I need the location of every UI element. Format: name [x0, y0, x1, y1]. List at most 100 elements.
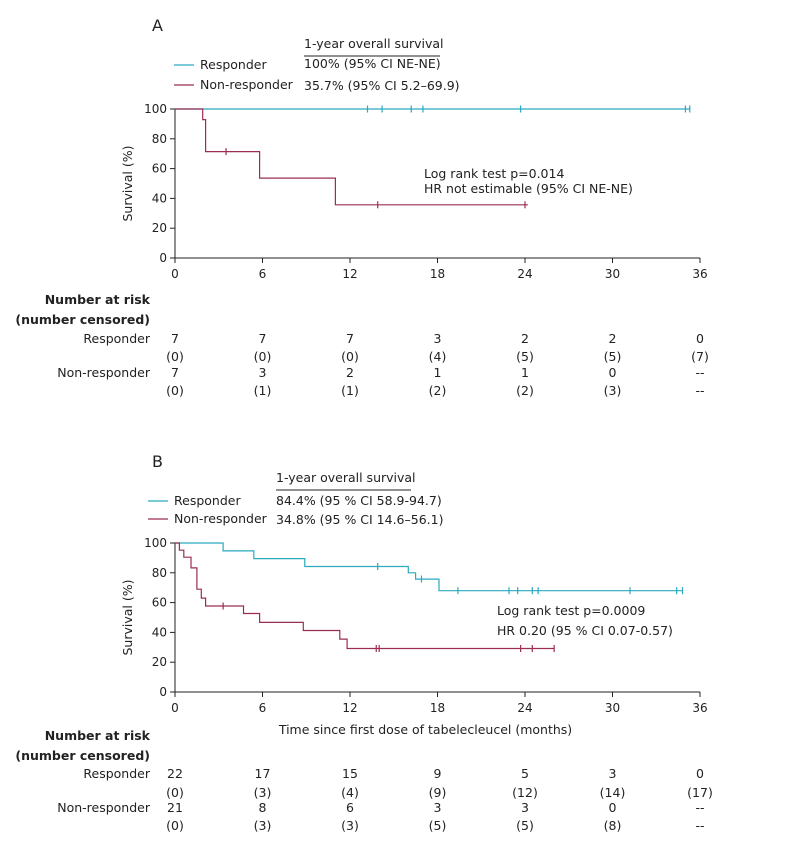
- risk-count: --: [695, 800, 704, 815]
- risk-table-subtitle: (number censored): [15, 748, 150, 763]
- y-tick-label: 0: [159, 685, 167, 699]
- censored-count: (0): [166, 785, 184, 800]
- x-tick-label: 24: [517, 267, 532, 281]
- risk-row-label: Non-responder: [57, 800, 151, 815]
- risk-table-title: Number at risk: [45, 292, 151, 307]
- risk-count: 3: [434, 331, 442, 346]
- censored-count: (0): [254, 349, 272, 364]
- panel-letter: B: [152, 452, 163, 471]
- censored-count: (5): [604, 349, 622, 364]
- legend-label: Responder: [200, 57, 267, 72]
- risk-count: 1: [434, 365, 442, 380]
- curve-responder: [175, 542, 683, 592]
- y-tick-label: 100: [144, 536, 167, 550]
- y-axis-label: Survival (%): [120, 579, 135, 655]
- curve-non-responder: [175, 108, 528, 206]
- risk-count: 2: [346, 365, 354, 380]
- censored-count: (5): [516, 818, 534, 833]
- x-tick-label: 6: [259, 267, 267, 281]
- risk-table-title: Number at risk: [45, 728, 151, 743]
- risk-count: 6: [346, 800, 354, 815]
- legend-label: Non-responder: [174, 511, 268, 526]
- risk-count: 7: [346, 331, 354, 346]
- risk-count: 0: [609, 800, 617, 815]
- estimate-header: 1-year overall survival: [304, 36, 444, 51]
- risk-row-label: Non-responder: [57, 365, 151, 380]
- risk-count: 5: [521, 766, 529, 781]
- censored-count: (3): [254, 785, 272, 800]
- risk-count: 0: [696, 766, 704, 781]
- panel-letter: A: [152, 16, 163, 35]
- survival-estimate: 34.8% (95 % CI 14.6–56.1): [276, 512, 443, 527]
- risk-count: 15: [342, 766, 358, 781]
- risk-row-label: Responder: [83, 766, 150, 781]
- censored-count: (3): [254, 818, 272, 833]
- legend-label: Non-responder: [200, 77, 294, 92]
- censored-count: (2): [516, 383, 534, 398]
- survival-estimate: 84.4% (95 % CI 58.9-94.7): [276, 493, 442, 508]
- censored-count: (14): [600, 785, 626, 800]
- censored-count: (12): [512, 785, 538, 800]
- risk-count: 7: [171, 331, 179, 346]
- risk-count: 3: [521, 800, 529, 815]
- y-tick-label: 60: [152, 162, 167, 176]
- risk-count: 3: [609, 766, 617, 781]
- annotation: Log rank test p=0.014: [424, 166, 564, 181]
- annotation: HR not estimable (95% CI NE-NE): [424, 181, 633, 196]
- y-axis-label: Survival (%): [120, 145, 135, 221]
- y-tick-label: 100: [144, 102, 167, 116]
- risk-count: 1: [521, 365, 529, 380]
- panel-b: B 1-year overall survival Responder 84.4% (…: [15, 452, 712, 833]
- censored-count: (0): [166, 383, 184, 398]
- estimate-header: 1-year overall survival: [276, 470, 416, 485]
- risk-count: 8: [259, 800, 267, 815]
- censored-count: (4): [429, 349, 447, 364]
- x-tick-label: 12: [342, 701, 357, 715]
- risk-count: 0: [696, 331, 704, 346]
- survival-estimate: 35.7% (95% CI 5.2–69.9): [304, 78, 460, 93]
- censored-count: (7): [691, 349, 709, 364]
- censored-count: (9): [429, 785, 447, 800]
- y-tick-label: 20: [152, 221, 167, 235]
- y-tick-label: 40: [152, 625, 167, 639]
- censored-count: (0): [341, 349, 359, 364]
- risk-count: 2: [521, 331, 529, 346]
- censored-count: (0): [166, 818, 184, 833]
- censored-count: --: [695, 383, 704, 398]
- x-tick-label: 0: [171, 701, 179, 715]
- x-tick-label: 30: [605, 701, 620, 715]
- censored-count: --: [695, 818, 704, 833]
- x-tick-label: 30: [605, 267, 620, 281]
- censored-count: (5): [429, 818, 447, 833]
- annotation: Log rank test p=0.0009: [497, 603, 645, 618]
- x-tick-label: 6: [259, 701, 267, 715]
- risk-count: 17: [255, 766, 271, 781]
- y-tick-label: 80: [152, 566, 167, 580]
- legend-label: Responder: [174, 493, 241, 508]
- risk-count: 21: [167, 800, 183, 815]
- panel-a: A 1-year overall survival Responder 100% (9…: [15, 16, 708, 398]
- risk-count: 9: [434, 766, 442, 781]
- x-tick-label: 24: [517, 701, 532, 715]
- censored-count: (1): [254, 383, 272, 398]
- survival-estimate: 100% (95% CI NE-NE): [304, 56, 441, 71]
- curve-non-responder: [175, 542, 555, 650]
- censored-count: (3): [604, 383, 622, 398]
- risk-count: 7: [259, 331, 267, 346]
- risk-row-label: Responder: [83, 331, 150, 346]
- y-tick-label: 80: [152, 132, 167, 146]
- censored-count: (4): [341, 785, 359, 800]
- x-tick-label: 36: [692, 267, 707, 281]
- risk-count: 0: [609, 365, 617, 380]
- x-tick-label: 12: [342, 267, 357, 281]
- censored-count: (5): [516, 349, 534, 364]
- risk-count: 3: [434, 800, 442, 815]
- risk-count: --: [695, 365, 704, 380]
- annotation: HR 0.20 (95 % CI 0.07-0.57): [497, 623, 673, 638]
- y-tick-label: 60: [152, 596, 167, 610]
- censored-count: (1): [341, 383, 359, 398]
- y-tick-label: 0: [159, 251, 167, 265]
- x-tick-label: 36: [692, 701, 707, 715]
- y-tick-label: 40: [152, 191, 167, 205]
